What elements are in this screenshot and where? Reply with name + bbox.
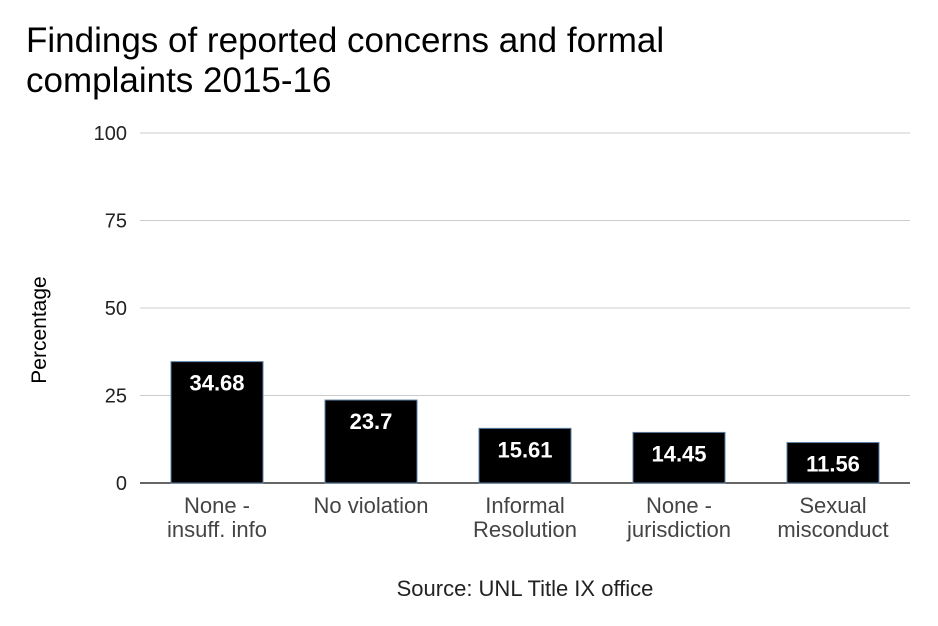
y-axis-ticks: 0 25 50 75 100 (94, 123, 127, 495)
source-note: Source: UNL Title IX office (397, 576, 654, 601)
bar (632, 431, 726, 484)
x-category-label: Resolution (473, 517, 577, 542)
bar-value-label: 11.56 (806, 452, 860, 477)
bar (478, 427, 572, 484)
x-category-label: None - (646, 493, 712, 518)
bar-value-label: 23.7 (350, 409, 393, 434)
bar-value-label: 34.68 (189, 371, 244, 396)
chart-title-line-1: Findings of reported concerns and formal (26, 21, 664, 60)
bar (170, 361, 264, 484)
y-tick-label: 50 (105, 298, 127, 320)
x-category-label: Informal (485, 493, 564, 518)
x-category-label: misconduct (777, 517, 888, 542)
y-tick-label: 100 (94, 123, 127, 145)
bar (786, 442, 880, 484)
x-category-label: Sexual (799, 493, 866, 518)
bar (324, 399, 418, 484)
bars: 34.68 23.7 15.61 14.45 11.56 (170, 361, 880, 484)
bar-value-label: 14.45 (651, 441, 706, 466)
y-axis-label: Percentage (28, 276, 51, 383)
x-category-label: jurisdiction (626, 517, 731, 542)
y-tick-label: 0 (116, 473, 127, 495)
x-category-label: No violation (314, 493, 429, 518)
bar-value-label: 15.61 (497, 437, 552, 462)
y-tick-label: 25 (105, 386, 127, 408)
x-category-label: None - (184, 493, 250, 518)
x-category-label: insuff. info (167, 517, 267, 542)
chart-title-line-2: complaints 2015-16 (26, 61, 331, 100)
y-tick-label: 75 (105, 211, 127, 233)
